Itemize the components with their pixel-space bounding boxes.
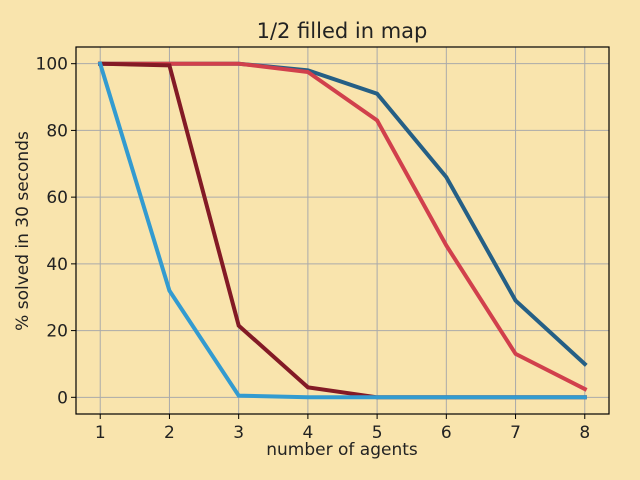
series-line-2	[98, 61, 588, 392]
y-tick-label: 60	[46, 188, 68, 208]
y-tick-label: 40	[46, 255, 68, 275]
grid-lines	[76, 47, 609, 414]
x-tick-label: 6	[441, 423, 452, 443]
y-tick-label: 0	[57, 388, 68, 408]
x-tick-label: 1	[95, 423, 106, 443]
series-line-4	[97, 61, 587, 400]
y-tick-label: 80	[46, 121, 68, 141]
x-tick-label: 2	[164, 423, 175, 443]
x-tick-label: 3	[233, 423, 244, 443]
y-tick-label: 100	[36, 55, 68, 75]
x-tick-label: 5	[372, 423, 383, 443]
y-tick-label: 20	[46, 322, 68, 342]
x-tick-label: 4	[302, 423, 313, 443]
x-tick-label: 7	[510, 423, 521, 443]
chart-title: 1/2 filled in map	[257, 19, 428, 43]
y-axis-label: % solved in 30 seconds	[13, 131, 33, 331]
series-lines	[97, 61, 588, 400]
x-tick-label: 8	[579, 423, 590, 443]
x-axis-label: number of agents	[266, 440, 418, 460]
plot-frame	[75, 46, 610, 415]
